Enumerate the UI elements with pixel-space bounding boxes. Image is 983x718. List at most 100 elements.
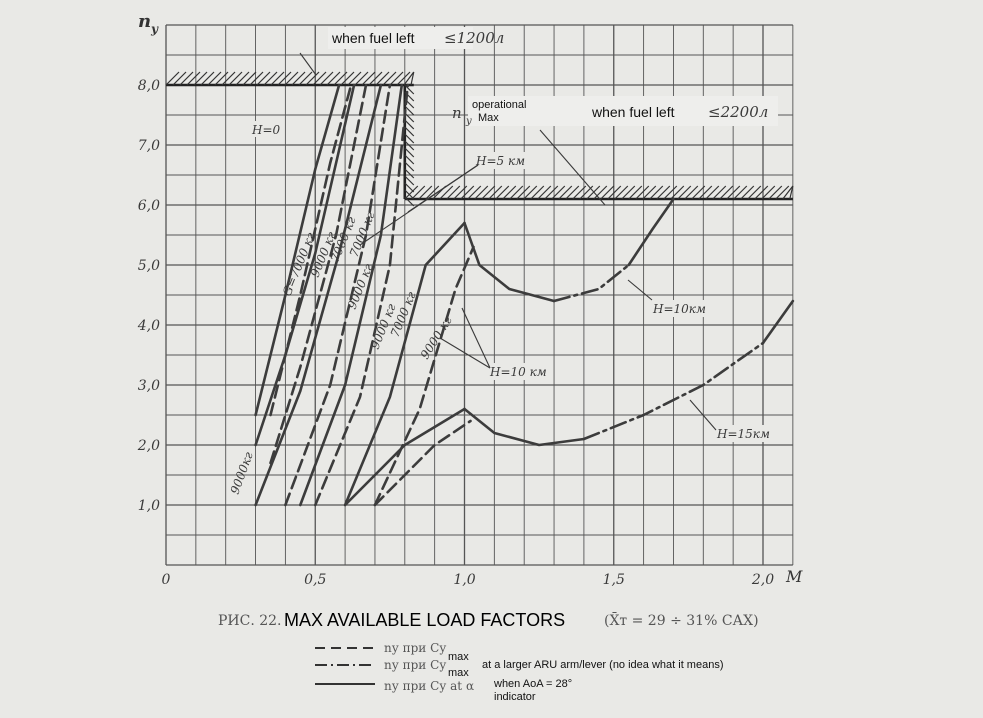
hatch-mark [404,168,415,179]
hatch-mark [726,185,741,200]
hatch-mark [698,185,713,200]
hatch-2200 [404,185,794,201]
hatch-mark [502,185,517,200]
hatch-mark [565,185,580,200]
legend-solid-text: nу при Cу at α [384,679,474,693]
hatch-mark [418,185,433,200]
legend-dashed-sub: max [448,651,469,663]
label-bg-h5 [474,152,536,169]
caption-suffix: (X̄т = 29 ÷ 31% САХ) [604,611,759,629]
leader-h15 [689,399,717,431]
hatch-mark [537,185,552,200]
curve-dashed [373,419,472,507]
curve-dashed [373,245,475,507]
label-h0: H=0 [251,123,281,137]
hatch-mark [635,185,650,200]
y-tick-label: 6,0 [138,198,160,214]
legend-dashed-text: nу при Cу [384,641,446,655]
hatch-mark [326,71,341,86]
hatch-mark [754,185,769,200]
hatch-mark [165,71,180,86]
label-bg-h15 [715,425,777,442]
hatch-mark [249,71,264,86]
label-bg-2200 [468,96,778,126]
fuel-2200-label: when fuel left [591,104,675,120]
hatch-mark [207,71,222,86]
hatch-mark [614,185,629,200]
hatch-mark [235,71,250,86]
hatch-mark [474,185,489,200]
hatch-mark [628,185,643,200]
curve-dashed [269,83,368,465]
hatch-mark [691,185,706,200]
hatch-mark [404,147,415,158]
hatch-mark [775,185,790,200]
hatch-mark [768,185,783,200]
hatch-mark [404,182,415,193]
x-tick-label: 1,5 [603,572,625,588]
leader-h10-b [461,307,491,369]
hatch-mark [277,71,292,86]
hatch-mark [375,71,390,86]
y-tick-label: 1,0 [138,498,160,514]
curve-solid [254,83,383,507]
hatch-mark [312,71,327,86]
curve-solid [463,407,586,447]
hatch-mark [404,119,415,130]
label-bg-h10b [651,300,713,317]
label-h10-lower: H=10 км [489,365,547,379]
y-tick-label: 2,0 [137,438,160,454]
hatch-mark [523,185,538,200]
hatch-mark [411,185,426,200]
hatch-mark [404,84,415,95]
legend-dashdot-text: nу при Cу [384,658,446,672]
hatch-mark [404,175,415,186]
hatch-mark [509,185,524,200]
hatch-mark [172,71,187,86]
weight-label-9: 9000кг [228,450,256,496]
hatch-mark [663,185,678,200]
hatch-mark [544,185,559,200]
hatch-mark [389,71,404,86]
leader-h10-right [627,279,653,301]
hatch-mark [446,185,461,200]
label-h15: H=15км [716,427,770,441]
legend: nу при Cу max nу при Cу max at a larger … [315,641,724,703]
hatch-mark [467,185,482,200]
hatch-mark [214,71,229,86]
curve-solid [761,299,795,345]
leader-opmax [539,129,606,206]
curve-solid [298,83,404,507]
label-bg-h10a [488,363,552,380]
label-h10-right: H=10км [652,302,706,316]
hatch-mark [228,71,243,86]
y-tick-label: 3,0 [138,378,160,394]
hatch-mark [404,196,415,207]
leader-1200 [299,52,317,76]
hatch-mark [607,185,622,200]
hatch-mark [586,185,601,200]
curve-solid [343,407,466,507]
hatch-mark [333,71,348,86]
y-tick-label: 5,0 [138,258,160,274]
hatch-mark [270,71,285,86]
label-bg-h0 [250,121,282,137]
hatch-mark [761,185,776,200]
hatch-mark [403,71,415,86]
hatch-mark [354,71,369,86]
hatch-mark [347,71,362,86]
hatch-mark [425,185,440,200]
hatch-mark [200,71,215,86]
hatch-mark [621,185,636,200]
hatch-mark [410,71,415,86]
hatch-mark [488,185,503,200]
y-tick-label: 7,0 [138,138,160,154]
x-tick-label: 0 [162,572,171,588]
y-axis-label: n [138,11,151,32]
x-tick-label: 2,0 [751,572,774,588]
hatch-mark [656,185,671,200]
x-tick-label: 1,0 [453,572,475,588]
fuel-2200-value: ≤2200л [708,103,768,121]
op-max-top: operational [472,99,526,111]
